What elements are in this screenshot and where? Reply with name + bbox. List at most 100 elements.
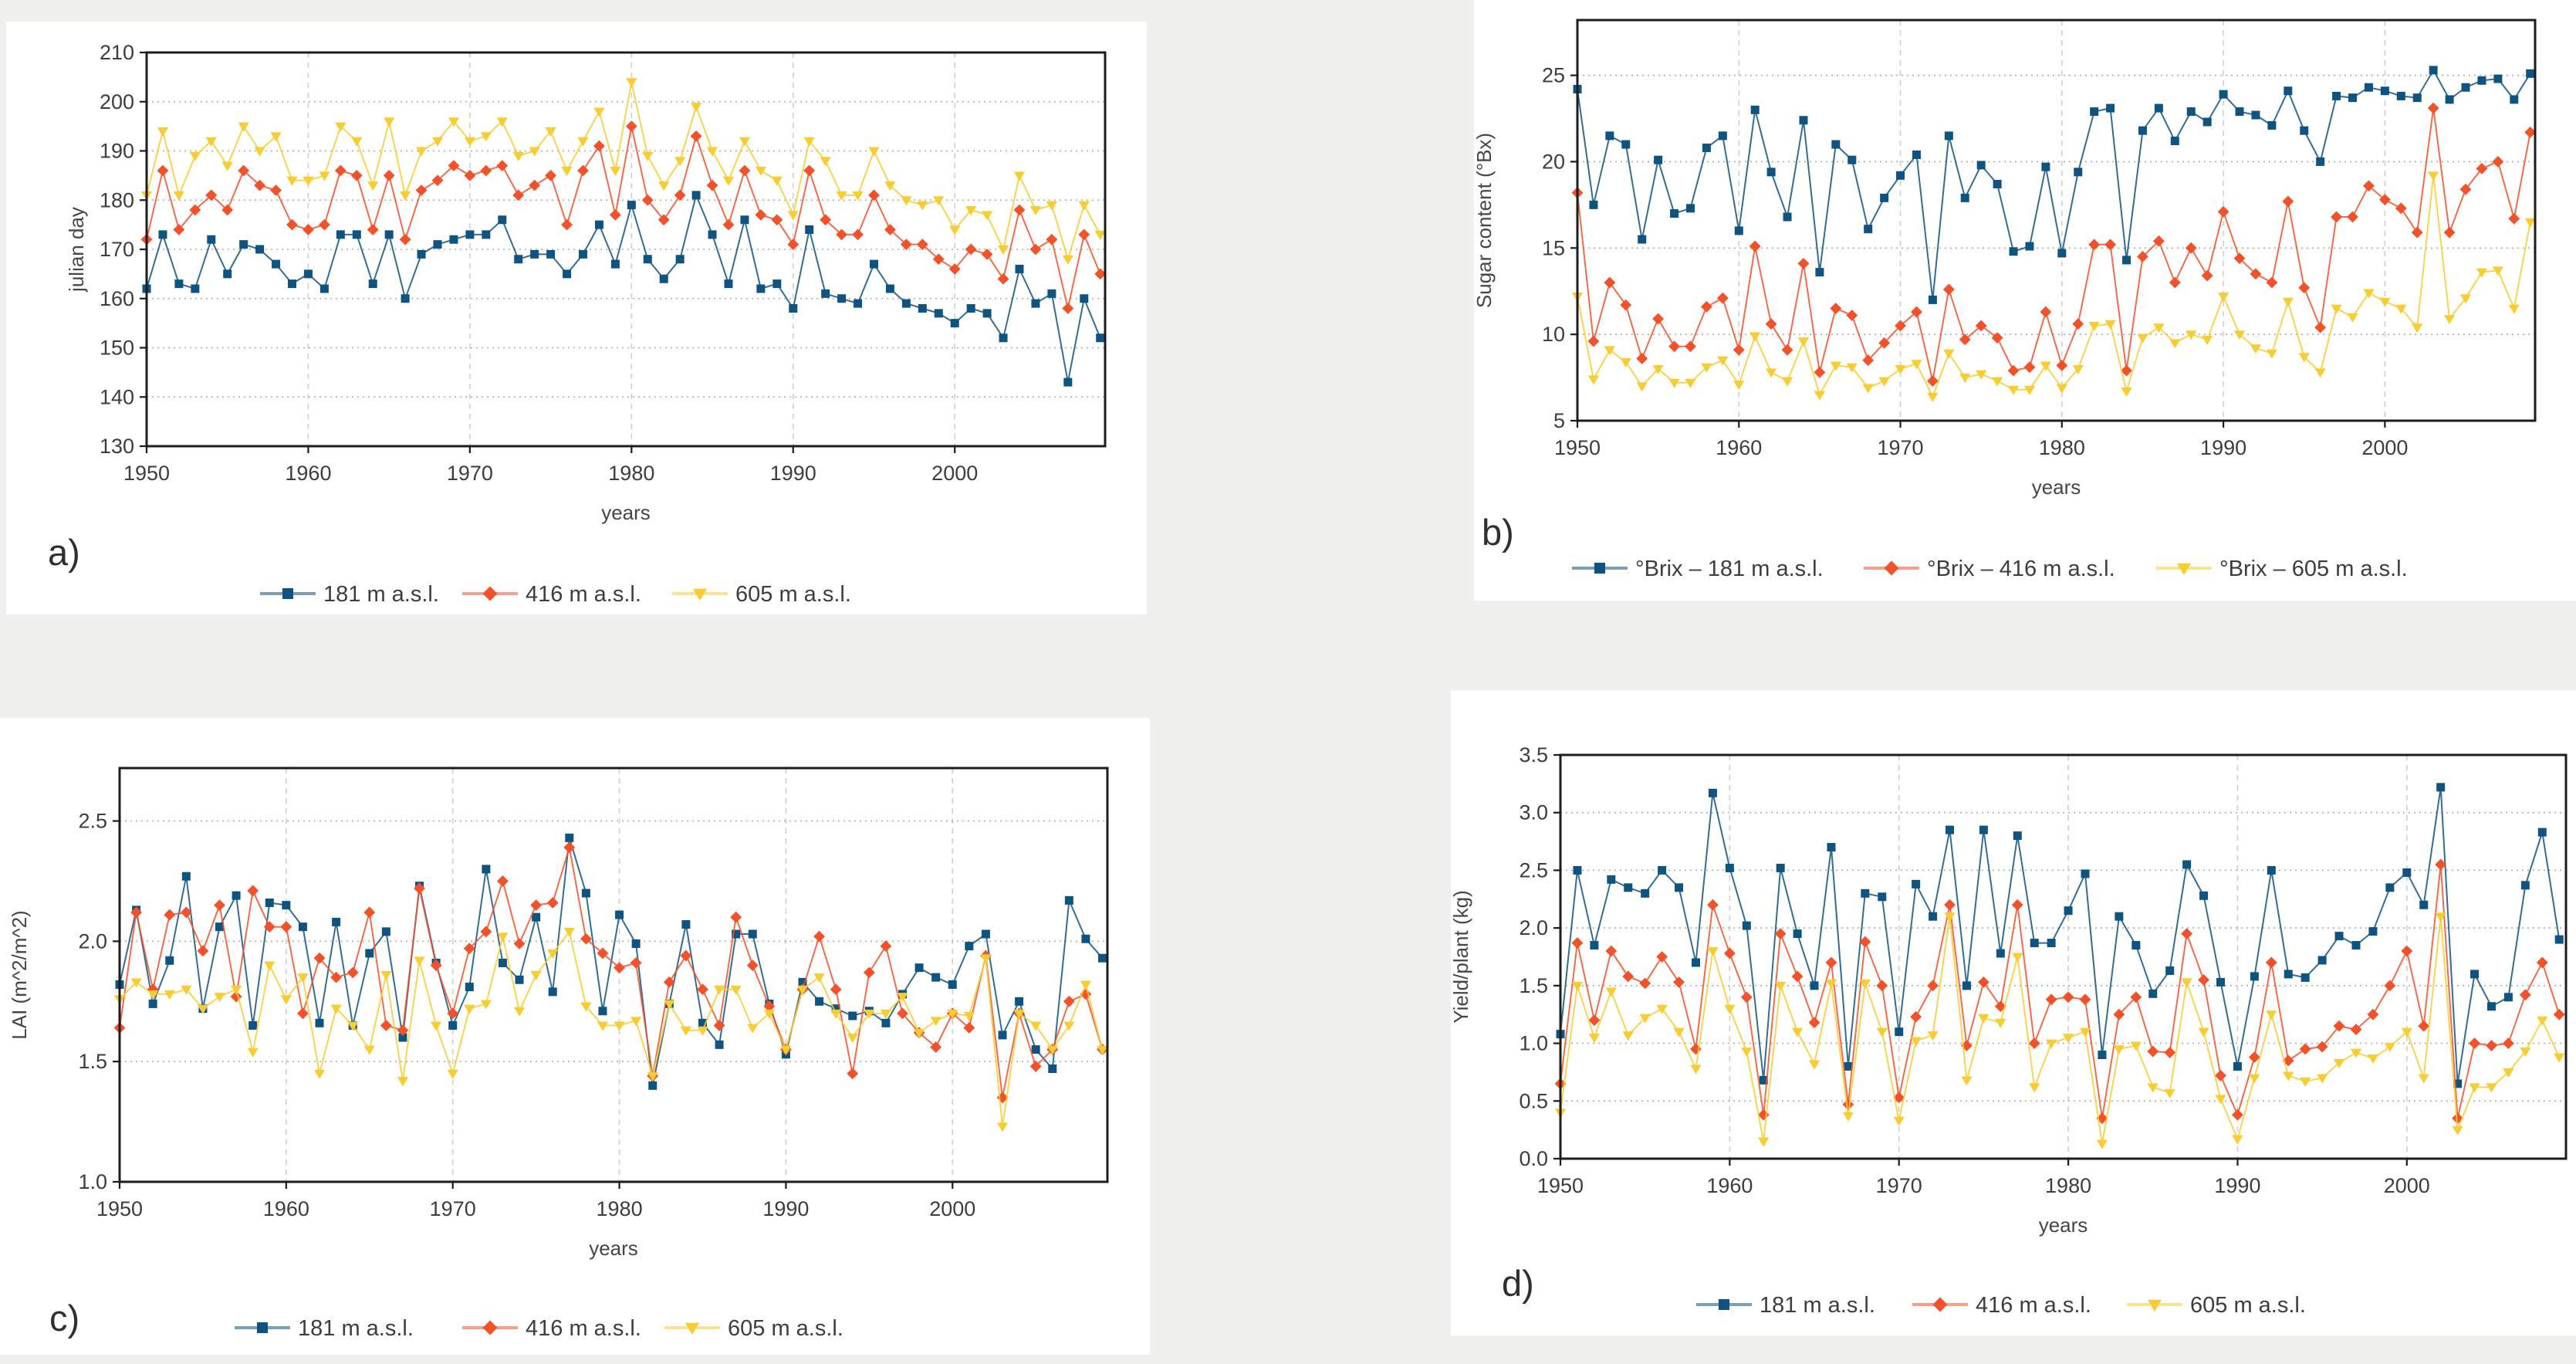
x-tick-label: 1990 xyxy=(762,1197,809,1220)
data-point-marker xyxy=(2401,945,2413,957)
data-point-marker xyxy=(207,235,216,244)
data-point-marker xyxy=(2074,168,2083,177)
data-point-marker xyxy=(1740,991,1753,1004)
data-point-marker xyxy=(173,191,185,201)
y-tick-label: 150 xyxy=(100,337,134,360)
data-point-marker xyxy=(2363,180,2375,192)
data-point-marker xyxy=(547,949,559,960)
data-point-marker xyxy=(730,911,742,923)
data-point-marker xyxy=(2435,912,2446,922)
data-point-marker xyxy=(2428,171,2439,181)
chart-a-julian-day: 130 140 150 160 170 180 190 200 210 1950 1960 1970 1… xyxy=(65,41,1107,607)
data-point-marker xyxy=(965,206,977,216)
data-point-marker xyxy=(803,164,816,177)
data-point-marker xyxy=(1861,888,1870,898)
data-point-marker xyxy=(2202,335,2213,346)
data-point-marker xyxy=(384,117,395,127)
data-point-marker xyxy=(1910,1037,1922,1047)
data-point-marker xyxy=(272,259,281,269)
data-point-marker xyxy=(247,1048,259,1058)
data-point-marker xyxy=(1895,364,1906,375)
data-point-marker xyxy=(297,973,309,983)
data-point-marker xyxy=(1927,980,1939,992)
data-point-marker xyxy=(916,239,928,251)
data-point-marker xyxy=(384,230,394,239)
data-point-marker xyxy=(2147,1045,2159,1058)
data-point-marker xyxy=(1620,357,1631,368)
data-point-marker xyxy=(214,993,225,1003)
data-point-marker xyxy=(748,929,757,939)
data-point-marker xyxy=(1098,953,1107,963)
data-point-marker xyxy=(2364,83,2373,92)
data-point-marker xyxy=(658,181,670,191)
legend-label: 181 m a.s.l. xyxy=(298,1316,414,1341)
x-tick-label: 1970 xyxy=(1876,1174,1922,1197)
data-point-marker xyxy=(1797,258,1810,269)
data-point-marker xyxy=(950,319,959,328)
data-point-marker xyxy=(430,960,442,971)
data-point-marker xyxy=(497,932,509,943)
data-point-marker xyxy=(803,137,815,147)
data-point-marker xyxy=(189,204,201,216)
data-point-marker xyxy=(897,993,908,1003)
data-point-marker xyxy=(1846,363,1858,373)
data-point-marker xyxy=(1876,980,1888,992)
data-point-marker xyxy=(214,899,225,912)
data-point-marker xyxy=(1926,375,1939,387)
data-point-marker xyxy=(675,255,685,264)
legend-label: °Brix – 181 m a.s.l. xyxy=(1635,557,1824,581)
x-tick-label: 2000 xyxy=(929,1197,975,1220)
data-point-marker xyxy=(2202,117,2212,127)
data-point-marker xyxy=(447,1069,458,1079)
data-point-marker xyxy=(1656,951,1668,963)
data-point-marker xyxy=(303,224,314,235)
data-point-marker xyxy=(215,922,225,932)
data-point-marker xyxy=(847,1034,858,1044)
data-point-marker xyxy=(1605,987,1617,997)
data-point-marker xyxy=(771,176,783,186)
data-point-marker xyxy=(1765,368,1777,378)
data-point-marker xyxy=(2047,939,2056,948)
data-point-marker xyxy=(963,1022,975,1034)
data-point-marker xyxy=(610,167,621,177)
data-point-marker xyxy=(350,169,363,181)
data-point-marker xyxy=(1814,366,1826,378)
data-point-marker xyxy=(772,279,782,289)
data-point-marker xyxy=(239,240,248,249)
data-point-marker xyxy=(897,1007,908,1020)
data-point-marker xyxy=(642,151,654,162)
data-point-marker xyxy=(1742,921,1751,930)
data-point-marker xyxy=(2198,1027,2209,1037)
data-point-marker xyxy=(563,841,576,854)
data-point-marker xyxy=(722,218,735,231)
data-point-marker xyxy=(2412,93,2422,103)
data-point-marker xyxy=(448,1020,458,1030)
data-point-marker xyxy=(2079,993,2091,1006)
data-point-marker xyxy=(2216,977,2226,987)
data-point-marker xyxy=(532,912,541,922)
data-point-marker xyxy=(2266,349,2278,359)
data-point-marker xyxy=(1668,378,1680,388)
data-point-marker xyxy=(674,157,686,167)
data-point-marker xyxy=(431,174,444,187)
x-tick-label: 1980 xyxy=(2045,1174,2091,1197)
data-point-marker xyxy=(130,978,142,988)
data-point-marker xyxy=(2435,858,2447,871)
data-point-marker xyxy=(1993,180,2002,189)
data-point-marker xyxy=(315,1018,324,1027)
data-point-marker xyxy=(480,926,492,938)
data-point-marker xyxy=(1991,377,2003,387)
data-point-marker xyxy=(1685,378,1696,388)
data-point-marker xyxy=(2045,993,2057,1006)
data-point-marker xyxy=(981,211,993,221)
data-point-marker xyxy=(1620,299,1632,311)
data-point-marker xyxy=(367,181,379,191)
data-point-marker xyxy=(264,961,276,971)
chart-d-yield-per-plant: 0.0 0.5 1.0 1.5 2.0 2.5 3.0 3.5 1950 1960 1970 1980… xyxy=(1451,743,2568,1318)
data-point-marker xyxy=(2351,941,2361,950)
data-point-marker xyxy=(917,201,928,211)
data-point-marker xyxy=(2215,1095,2226,1105)
data-point-marker xyxy=(680,949,692,962)
data-point-marker xyxy=(1063,377,1073,387)
data-point-marker xyxy=(2333,1020,2345,1032)
